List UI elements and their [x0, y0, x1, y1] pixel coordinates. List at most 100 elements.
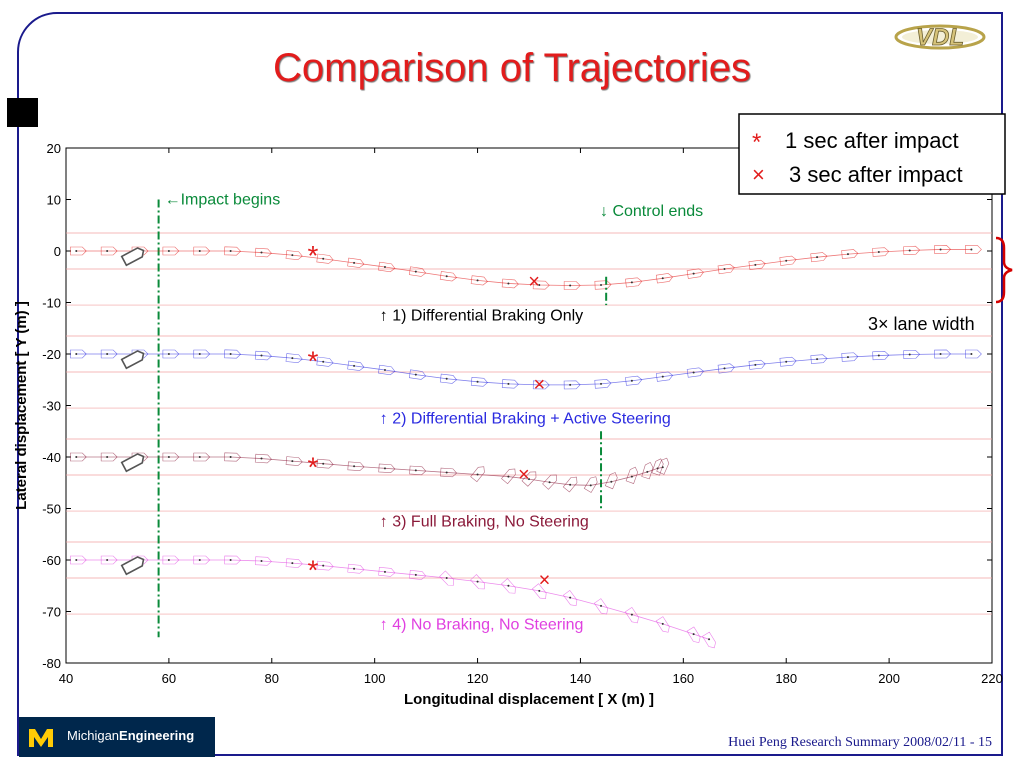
vehicle-outline — [604, 472, 618, 490]
vehicle-outline — [285, 456, 303, 466]
x-tick-label: 80 — [265, 671, 279, 686]
data-point — [908, 249, 911, 252]
marker-3sec: × — [518, 464, 530, 486]
lane-width-label: 3× lane width — [868, 314, 975, 334]
vehicle-outline — [562, 476, 578, 493]
marker-1sec: * — [307, 346, 318, 377]
data-point — [661, 277, 664, 280]
x-tick-label: 40 — [59, 671, 73, 686]
y-axis-label: Lateral displacement [ Y (m) ] — [13, 301, 30, 510]
data-point — [383, 265, 386, 268]
data-point — [291, 562, 294, 565]
vehicle-outline — [934, 349, 951, 359]
vehicle-outline — [347, 563, 365, 574]
x-axis-label: Longitudinal displacement [ X (m) ] — [404, 691, 654, 708]
data-point — [260, 457, 263, 460]
block-m-icon — [29, 729, 53, 747]
vehicle-outline — [532, 380, 550, 390]
vehicle-outline — [594, 379, 612, 389]
series-label: ↑ 4) No Braking, No Steering — [380, 617, 584, 634]
data-point — [445, 377, 448, 380]
vehicle-outline — [625, 375, 643, 386]
data-point — [260, 560, 263, 563]
vehicle-outline — [100, 349, 118, 359]
plot-area — [65, 147, 993, 664]
legend-label: 1 sec after impact — [785, 128, 959, 153]
vehicle-outline — [162, 246, 180, 256]
vehicle-outline — [934, 245, 951, 254]
vehicle-outline — [583, 476, 598, 493]
brand-engineering: Engineering — [119, 728, 195, 743]
data-point — [939, 353, 942, 355]
data-point — [383, 570, 386, 573]
vehicle-outline — [285, 250, 303, 261]
data-point — [383, 368, 386, 371]
vehicle-outline — [717, 263, 735, 275]
vehicle-outline — [563, 281, 581, 290]
vehicle-outline — [378, 463, 396, 474]
data-point — [414, 469, 417, 472]
data-point — [291, 460, 294, 463]
data-point — [167, 250, 170, 252]
data-point — [877, 251, 880, 254]
vehicle-outline — [254, 247, 272, 258]
brand-michigan: Michigan — [67, 728, 120, 743]
slide-frame — [17, 12, 1003, 756]
x-tick-label: 220 — [981, 671, 1003, 686]
marker-3sec: × — [528, 271, 540, 293]
marker-1sec: * — [307, 240, 318, 271]
data-point — [661, 375, 664, 378]
data-point — [600, 604, 603, 607]
data-point — [322, 564, 325, 567]
x-tick-label: 140 — [570, 671, 592, 686]
vehicle-outline — [193, 349, 211, 359]
vehicle-outline — [625, 277, 643, 288]
vehicle-outline — [593, 598, 609, 615]
vehicle-outline — [439, 271, 458, 282]
data-point — [528, 478, 530, 481]
vehicle-outline — [965, 349, 982, 359]
vehicle-outline — [162, 555, 180, 565]
vehicle-outline — [841, 249, 859, 259]
data-point — [785, 259, 788, 262]
vehicle-outline — [717, 363, 735, 374]
vehicle-outline — [748, 359, 766, 370]
data-point — [816, 358, 819, 361]
data-point — [708, 638, 711, 641]
series-label: ↑ 1) Differential Braking Only — [380, 308, 583, 325]
vehicle-outline — [872, 247, 890, 257]
data-point — [610, 480, 613, 483]
series-label: ↑ 2) Differential Braking + Active Steer… — [380, 411, 671, 428]
data-point — [661, 622, 664, 625]
data-point — [661, 466, 664, 469]
vehicle-outline — [501, 278, 519, 289]
vehicle-outline — [779, 255, 797, 266]
data-point — [507, 584, 510, 587]
data-point — [198, 559, 201, 561]
vehicle-outline — [542, 474, 557, 490]
vehicle-outline — [624, 606, 639, 624]
data-point — [723, 367, 726, 370]
michigan-engineering-logo: MichiganEngineering — [19, 717, 215, 757]
data-point — [785, 360, 788, 363]
vehicle-outline — [347, 257, 365, 268]
vehicle-outline — [408, 369, 427, 380]
data-point — [445, 275, 448, 278]
vehicle-outline — [69, 246, 87, 256]
data-point — [846, 253, 849, 256]
data-point — [908, 353, 911, 356]
vehicle-outline — [254, 453, 272, 464]
vehicle-outline — [316, 458, 334, 469]
vehicle-outline — [224, 349, 242, 359]
trajectory-line — [76, 249, 972, 286]
data-point — [538, 383, 541, 386]
vehicle-outline — [903, 350, 921, 359]
vehicle-outline — [470, 377, 488, 387]
data-point — [476, 279, 479, 282]
vehicle-outline — [655, 371, 674, 382]
y-tick-label: 0 — [54, 244, 61, 259]
data-point — [939, 248, 942, 251]
impacting-vehicle — [120, 247, 145, 267]
vehicle-outline — [594, 280, 612, 290]
data-point — [692, 272, 695, 275]
